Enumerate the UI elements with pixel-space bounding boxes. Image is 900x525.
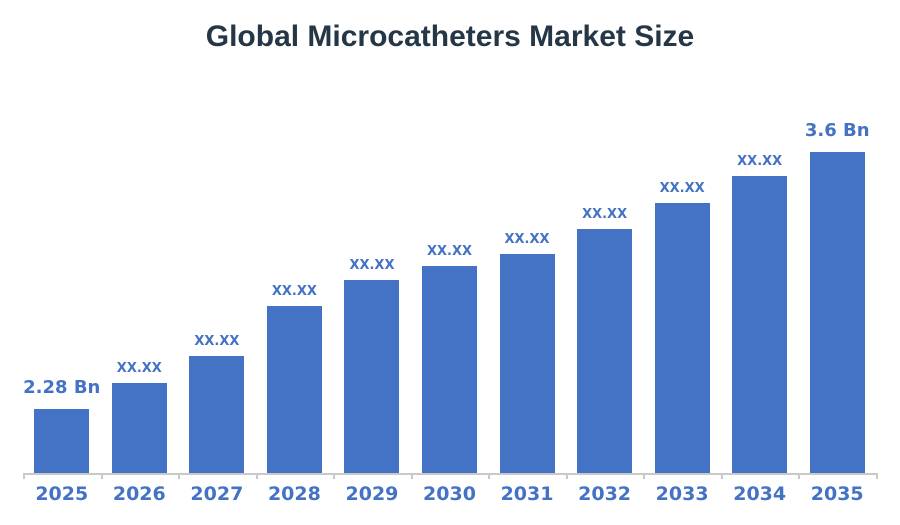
value-label-2030: XX.XX <box>426 244 473 259</box>
x-axis-label-2035: 2035 <box>810 483 864 505</box>
x-axis-tick <box>643 473 646 479</box>
x-axis-tick <box>410 473 413 479</box>
bar-2031 <box>499 254 555 473</box>
x-axis-label-2027: 2027 <box>190 483 244 505</box>
x-axis-label-2030: 2030 <box>423 483 476 505</box>
x-axis-label-2025: 2025 <box>35 483 89 505</box>
bar-2027 <box>189 356 245 473</box>
bar-2034 <box>732 176 788 473</box>
x-axis-tick <box>720 473 723 479</box>
bar-2028 <box>266 306 322 473</box>
x-axis-line <box>23 473 878 475</box>
x-axis-tick <box>178 473 181 479</box>
value-label-2029: XX.XX <box>349 258 395 273</box>
x-axis-label-2032: 2032 <box>578 483 632 505</box>
value-label-2034: XX.XX <box>737 154 783 169</box>
value-label-2032: XX.XX <box>582 207 628 222</box>
x-axis-label-2026: 2026 <box>112 483 166 505</box>
plot-area: 2.28 Bn XX.XX XX.XX XX.XX XX.XX XX.XX XX.XX XX.… <box>23 100 876 473</box>
x-axis-label-2028: 2028 <box>267 483 321 505</box>
x-axis-tick <box>333 473 336 479</box>
bar-2029 <box>344 280 400 473</box>
bar-2025 <box>34 409 90 473</box>
value-label-2025: 2.28 Bn <box>23 377 101 398</box>
x-axis-label-2029: 2029 <box>345 483 399 505</box>
bar-2032 <box>577 229 633 473</box>
chart-title: Global Microcatheters Market Size <box>205 20 695 53</box>
bar-2030 <box>422 266 477 473</box>
x-axis-label-2031: 2031 <box>500 483 554 505</box>
x-axis-label-2034: 2034 <box>733 483 787 505</box>
x-axis-label-2033: 2033 <box>655 483 709 505</box>
value-label-2033: XX.XX <box>659 181 705 196</box>
value-label-2027: XX.XX <box>194 334 240 349</box>
x-axis-tick <box>565 473 568 479</box>
bar-2026 <box>111 383 167 473</box>
value-label-2035: 3.6 Bn <box>804 120 870 141</box>
x-axis-tick <box>100 473 103 479</box>
value-label-2026: XX.XX <box>116 361 162 376</box>
x-axis-tick <box>488 473 491 479</box>
value-label-2028: XX.XX <box>271 284 317 299</box>
bar-2035 <box>809 152 865 473</box>
x-axis-tick <box>255 473 258 479</box>
x-axis-tick <box>23 473 25 479</box>
value-label-2031: XX.XX <box>504 232 550 247</box>
x-axis-tick <box>798 473 801 479</box>
bar-2033 <box>654 203 710 473</box>
x-axis-tick <box>876 473 878 479</box>
